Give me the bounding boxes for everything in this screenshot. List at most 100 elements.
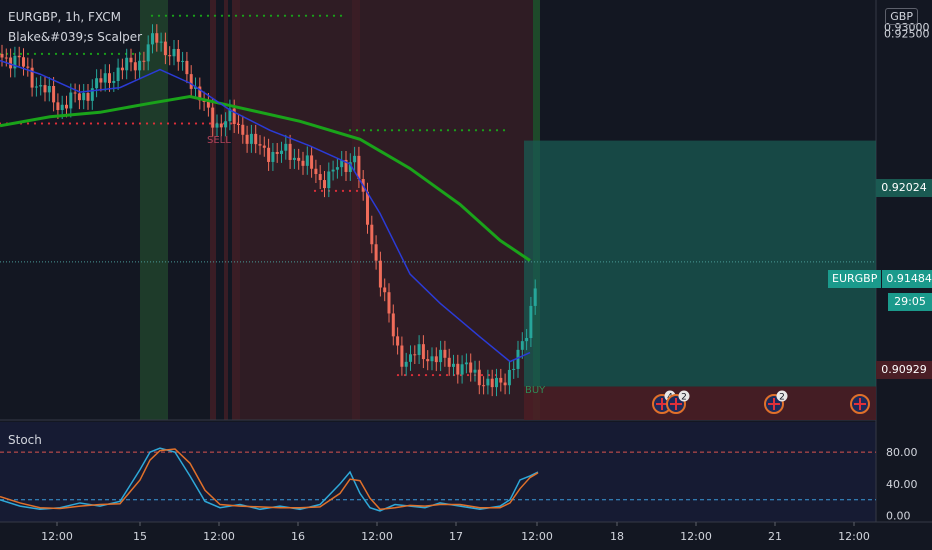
- candle-body: [533, 288, 537, 306]
- scalper-dot: [159, 122, 163, 125]
- scalper-dot: [318, 14, 322, 17]
- scalper-dot: [390, 129, 394, 132]
- candle-body: [275, 151, 279, 154]
- scalper-dot: [19, 52, 23, 56]
- scalper-dot: [355, 189, 359, 193]
- indicator-name[interactable]: Blake&#039;s Scalper: [8, 30, 143, 44]
- ema-lines: [0, 59, 531, 363]
- signal-band: [360, 0, 533, 420]
- scalper-dot: [313, 189, 317, 193]
- candle-body: [211, 107, 215, 128]
- sell-signal-label: SELL: [207, 135, 231, 146]
- scalper-dot: [131, 52, 135, 56]
- scalper-dot: [47, 122, 51, 125]
- scalper-dot: [103, 52, 107, 56]
- scalper-dot: [33, 122, 37, 125]
- scalper-dot: [61, 122, 65, 125]
- scalper-dot: [396, 373, 400, 377]
- scalper-dot: [481, 129, 485, 132]
- candle-body: [4, 57, 8, 59]
- scalper-dot: [199, 14, 203, 17]
- time-tick-label: 12:00: [41, 530, 73, 543]
- candle-body: [224, 121, 228, 128]
- symbol-title[interactable]: EURGBP, 1h, FXCM: [8, 10, 121, 24]
- candle-body: [357, 155, 361, 180]
- event-count-text: 2: [779, 393, 785, 403]
- candle-body: [267, 147, 271, 162]
- candle-body: [490, 378, 494, 388]
- scalper-dot: [47, 52, 51, 56]
- scalper-dot: [68, 52, 72, 56]
- scalper-dot: [229, 122, 233, 125]
- candle-body: [378, 260, 382, 288]
- candle-body: [525, 338, 529, 342]
- candle-body: [120, 67, 124, 71]
- scalper-dot: [397, 129, 401, 132]
- event-flag-icon[interactable]: 2: [666, 390, 690, 414]
- scalper-dot: [411, 129, 415, 132]
- candle-body: [469, 362, 473, 373]
- scalper-dot: [341, 189, 345, 193]
- scalper-dot: [54, 52, 58, 56]
- candle-body: [323, 180, 326, 189]
- candle-body: [47, 85, 51, 93]
- candle-body: [168, 55, 172, 57]
- candle-body: [155, 33, 159, 43]
- candle-body: [254, 133, 258, 145]
- candle-body: [486, 378, 490, 386]
- scalper-dot: [297, 14, 301, 17]
- candle-body: [219, 123, 223, 128]
- scalper-dot: [33, 52, 37, 56]
- candle-body: [443, 349, 447, 358]
- candle-body: [237, 123, 240, 125]
- candle-body: [241, 124, 245, 135]
- stoch-tick-label: 40.00: [886, 478, 918, 491]
- candle-body: [95, 78, 99, 89]
- scalper-dot: [369, 129, 373, 132]
- scalper-dot: [131, 122, 135, 125]
- candle-body: [65, 104, 68, 109]
- candle-body: [292, 157, 296, 160]
- scalper-dot: [424, 373, 428, 377]
- scalper-dot: [439, 129, 443, 132]
- scalper-dot: [276, 14, 280, 17]
- buy-signal-label: BUY: [525, 385, 546, 396]
- scalper-dot: [75, 52, 79, 56]
- candle-body: [60, 104, 64, 111]
- candle-body: [331, 169, 335, 172]
- scalper-dot: [348, 189, 352, 193]
- scalper-dot: [404, 129, 408, 132]
- candle-body: [464, 362, 468, 365]
- symbol-badge-label: EURGBP: [828, 270, 883, 288]
- signal-band: [232, 0, 240, 420]
- time-tick-label: 12:00: [680, 530, 712, 543]
- stoch-tick-label: 0.00: [886, 510, 911, 523]
- scalper-dot: [185, 14, 189, 17]
- scalper-dot: [138, 122, 142, 125]
- event-count-badge: [678, 390, 690, 402]
- price-tick-label: 0.92500: [884, 28, 930, 41]
- candle-body: [374, 244, 378, 261]
- event-flag-icon[interactable]: [850, 394, 870, 414]
- time-tick-label: 17: [449, 530, 463, 543]
- trade-zones: [0, 140, 876, 420]
- candle-body: [366, 191, 369, 225]
- signal-band: [240, 0, 352, 420]
- candle-body: [17, 55, 21, 58]
- candle-body: [421, 344, 425, 360]
- scalper-dot: [173, 122, 177, 125]
- currency-label[interactable]: GBP: [885, 8, 918, 25]
- time-tick-label: 12:00: [521, 530, 553, 543]
- event-flag-icon[interactable]: 2: [764, 390, 788, 414]
- economic-events[interactable]: 422: [652, 390, 870, 414]
- candles: [0, 24, 537, 397]
- stoch-pane: [0, 447, 876, 512]
- stoch-title[interactable]: Stoch: [8, 433, 42, 447]
- scalper-dot: [304, 14, 308, 17]
- candle-body: [176, 48, 180, 62]
- candle-body: [146, 44, 150, 62]
- candle-body: [426, 359, 430, 362]
- scalper-dot: [495, 129, 499, 132]
- candle-body: [335, 167, 339, 170]
